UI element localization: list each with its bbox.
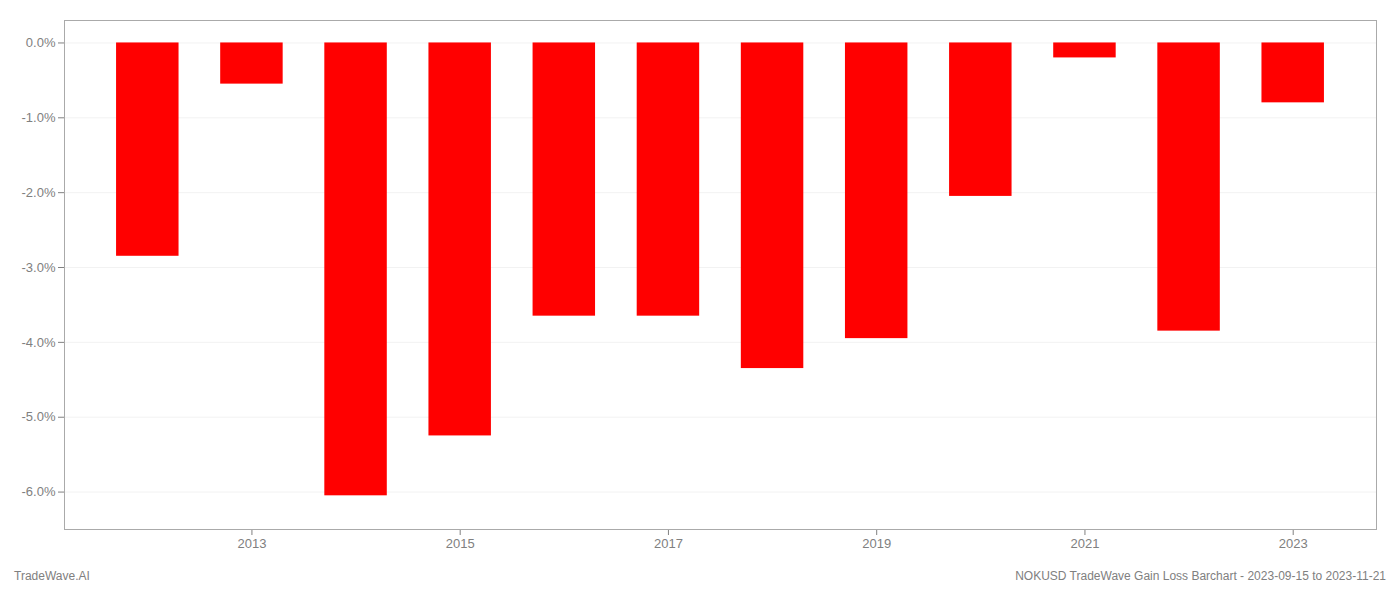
svg-text:-5.0%: -5.0%	[22, 409, 56, 424]
svg-text:2013: 2013	[237, 536, 266, 551]
svg-text:-4.0%: -4.0%	[22, 335, 56, 350]
svg-text:-3.0%: -3.0%	[22, 260, 56, 275]
svg-text:2017: 2017	[654, 536, 683, 551]
html-text:TradeWave.AI: TradeWave.AI	[14, 569, 90, 583]
svg-text:2015: 2015	[446, 536, 475, 551]
svg-text:-1.0%: -1.0%	[22, 110, 56, 125]
svg-text:0.0%: 0.0%	[26, 35, 56, 50]
svg-text:2023: 2023	[1279, 536, 1308, 551]
html-text:NOKUSD TradeWave Gain Loss Bar: NOKUSD TradeWave Gain Loss Barchart - 20…	[1015, 569, 1386, 583]
svg-text:2019: 2019	[862, 536, 891, 551]
svg-text:-2.0%: -2.0%	[22, 185, 56, 200]
svg-text:2021: 2021	[1070, 536, 1099, 551]
svg-text:-6.0%: -6.0%	[22, 484, 56, 499]
